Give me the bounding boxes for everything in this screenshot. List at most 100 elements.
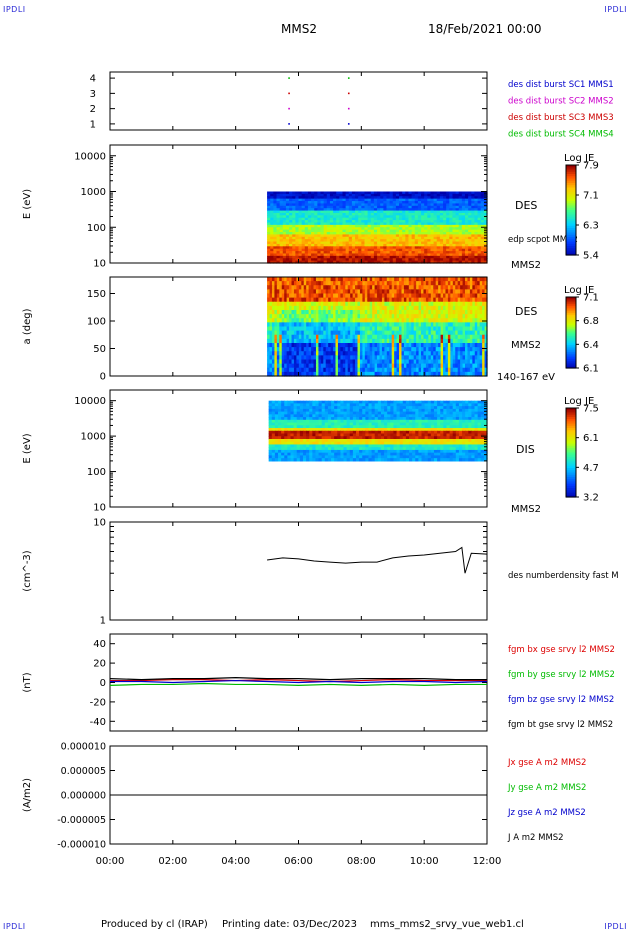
pitch-angle-cell bbox=[423, 318, 427, 323]
des-spectrogram-cell bbox=[301, 243, 306, 247]
des-spectrogram-cell bbox=[295, 203, 300, 207]
pitch-angle-cell bbox=[374, 281, 378, 286]
pitch-angle-cell bbox=[369, 289, 373, 295]
pitch-angle-cell bbox=[359, 310, 363, 315]
des-spectrogram-cell bbox=[367, 224, 372, 228]
des-spectrogram-cell bbox=[323, 260, 328, 264]
pitch-angle-cell bbox=[289, 359, 293, 365]
des-spectrogram-cell bbox=[424, 253, 428, 257]
pitch-angle-cell bbox=[274, 355, 278, 361]
pitch-angle-cell bbox=[301, 359, 305, 365]
pitch-angle-cell bbox=[443, 371, 447, 377]
des-spectrogram-cell bbox=[279, 234, 284, 238]
pitch-angle-cell bbox=[469, 297, 473, 303]
des-spectrogram-cell bbox=[336, 246, 340, 250]
des-spectrogram-cell bbox=[307, 251, 312, 255]
des-spectrogram-cell bbox=[292, 198, 296, 202]
pitch-angle-cell bbox=[403, 305, 407, 311]
pitch-angle-cell bbox=[440, 367, 444, 373]
pitch-angle-ytick-label: 150 bbox=[87, 289, 106, 300]
des-spectrogram-cell bbox=[267, 260, 271, 264]
dis-spectrogram-cell bbox=[287, 414, 292, 418]
des-spectrogram-cell bbox=[311, 253, 315, 257]
des-spectrogram-cell bbox=[336, 241, 340, 245]
des-spectrogram-cell bbox=[326, 253, 331, 257]
pitch-angle-cell bbox=[396, 281, 400, 286]
des-spectrogram-cell bbox=[282, 248, 287, 252]
pitch-angle-cell bbox=[367, 285, 371, 290]
dis-spectrogram-cell bbox=[355, 417, 360, 421]
pitch-angle-cell bbox=[340, 363, 344, 369]
des-spectrogram-cell bbox=[270, 201, 274, 205]
des-spectrogram-cell bbox=[333, 191, 337, 195]
des-spectrogram-cell bbox=[405, 243, 410, 247]
pitch-angle-colorbar-swatch bbox=[566, 305, 576, 309]
pitch-angle-cell bbox=[333, 318, 337, 323]
pitch-angle-cell bbox=[428, 293, 432, 299]
dis-spectrogram-cell bbox=[462, 403, 466, 407]
pitch-angle-cell bbox=[372, 305, 376, 311]
pitch-angle-cell bbox=[311, 305, 315, 311]
pitch-angle-cell bbox=[279, 330, 283, 336]
des-spectrogram-cell bbox=[380, 229, 384, 233]
des-spectrogram-cell bbox=[421, 255, 425, 259]
des-spectrogram-cell bbox=[421, 205, 425, 209]
des-spectrogram-cell bbox=[452, 201, 457, 205]
des-spectrogram-cell bbox=[326, 203, 331, 207]
des-spectrogram-cell bbox=[307, 255, 312, 259]
burst-point bbox=[288, 107, 290, 110]
pitch-angle-cell bbox=[323, 367, 327, 373]
pitch-angle-cell bbox=[379, 343, 383, 348]
des-spectrogram-cell bbox=[465, 222, 469, 226]
pitch-angle-cell bbox=[401, 343, 405, 348]
dis-spectrogram-cell bbox=[468, 408, 473, 413]
des-spectrogram-cell bbox=[355, 234, 359, 238]
des-spectrogram-cell bbox=[320, 234, 325, 238]
pitch-angle-cell bbox=[357, 322, 361, 328]
pitch-angle-cell bbox=[460, 338, 464, 344]
pitch-angle-cell bbox=[345, 289, 349, 295]
pitch-angle-cell bbox=[374, 347, 378, 352]
des-spectrogram-cell bbox=[443, 222, 447, 226]
dis-spectrogram-cell bbox=[452, 417, 457, 421]
pitch-angle-cell bbox=[394, 322, 398, 328]
pitch-angle-cell bbox=[352, 281, 356, 286]
dis-spectrogram-cell bbox=[380, 414, 385, 418]
dis-spectrogram-cell bbox=[346, 414, 351, 418]
des-spectrogram-cell bbox=[317, 227, 322, 231]
des-spectrogram-cell bbox=[377, 260, 381, 264]
pitch-angle-cell bbox=[430, 301, 434, 307]
pitch-angle-cell bbox=[347, 355, 351, 361]
pitch-angle-cell bbox=[389, 351, 393, 356]
pitch-angle-cell bbox=[428, 322, 432, 328]
pitch-angle-cell bbox=[450, 334, 454, 340]
des-spectrogram-cell bbox=[455, 217, 460, 221]
des-spectrogram-cell bbox=[386, 241, 391, 245]
pitch-angle-cell bbox=[418, 301, 422, 307]
pitch-angle-colorbar-swatch bbox=[566, 297, 576, 300]
pitch-angle-cell bbox=[413, 285, 417, 290]
des-spectrogram-cell bbox=[411, 210, 416, 214]
dis-spectrogram-cell bbox=[449, 417, 454, 421]
pitch-angle-cell bbox=[359, 338, 363, 344]
des-spectrogram-cell bbox=[443, 215, 447, 219]
des-spectrogram-cell bbox=[339, 248, 344, 252]
pitch-angle-cell bbox=[306, 371, 310, 377]
des-spectrogram-cell bbox=[320, 251, 325, 255]
des-spectrogram-cell bbox=[285, 193, 290, 197]
dis-spectrogram-cell bbox=[377, 408, 382, 413]
des-spectrogram-cell bbox=[395, 203, 400, 207]
des-energy-colorbar-swatch bbox=[566, 234, 576, 238]
des-spectrogram-cell bbox=[480, 239, 485, 243]
dis-spectrogram-cell bbox=[424, 406, 429, 410]
pitch-angle-cell bbox=[308, 371, 312, 377]
des-spectrogram-cell bbox=[458, 248, 463, 252]
pitch-angle-cell bbox=[465, 338, 469, 344]
des-spectrogram-cell bbox=[389, 210, 394, 214]
des-spectrogram-cell bbox=[361, 205, 366, 209]
pitch-angle-cell bbox=[474, 310, 478, 315]
pitch-angle-cell bbox=[281, 347, 285, 352]
pitch-angle-cell bbox=[418, 314, 422, 319]
pitch-angle-cell bbox=[301, 314, 305, 319]
des-spectrogram-cell bbox=[367, 258, 372, 262]
